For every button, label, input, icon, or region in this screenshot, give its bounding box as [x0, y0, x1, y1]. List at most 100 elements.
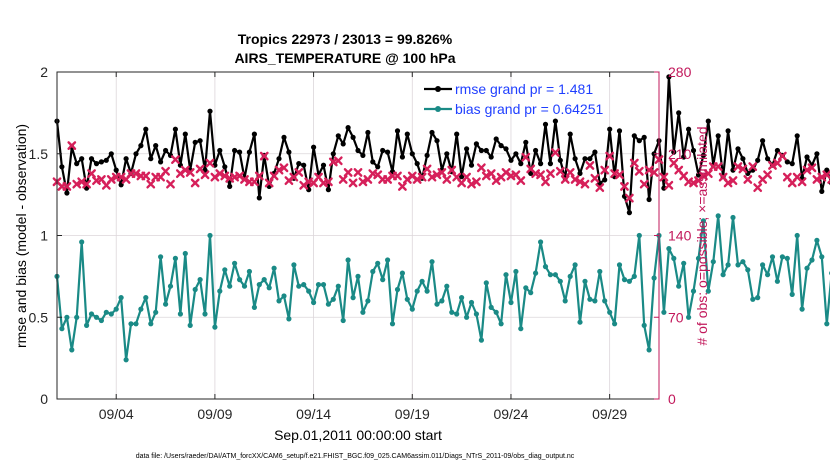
bias-point	[464, 314, 470, 320]
obs-count-point	[536, 170, 545, 180]
bias-point	[113, 306, 119, 312]
obs-count-point	[713, 162, 723, 171]
obs-count-point	[82, 179, 92, 189]
bias-point	[69, 347, 75, 353]
bias-point	[202, 311, 208, 317]
x-tick-label: 09/19	[395, 406, 430, 422]
rmse-point	[148, 156, 154, 162]
bias-point	[64, 314, 70, 320]
rmse-point	[473, 141, 479, 147]
rmse-point	[464, 146, 470, 152]
bias-point	[735, 262, 741, 268]
bias-point	[695, 255, 702, 261]
obs-count-point	[180, 165, 190, 175]
obs-count-point	[486, 169, 496, 179]
rmse-point	[765, 156, 771, 162]
bias-point	[774, 278, 781, 284]
obs-count-point	[550, 148, 560, 157]
rmse-point	[192, 139, 198, 145]
rmse-point	[686, 126, 692, 132]
rmse-point	[483, 147, 489, 154]
y-right-tick-label: 140	[668, 228, 692, 244]
bias-point	[212, 324, 218, 330]
obs-count-point	[541, 177, 550, 187]
bias-point	[631, 273, 637, 279]
rmse-point	[281, 134, 287, 140]
rmse-point	[690, 147, 697, 154]
rmse-point	[715, 133, 721, 139]
rmse-point	[454, 131, 460, 137]
bias-point	[577, 319, 583, 325]
bias-point	[602, 298, 608, 304]
rmse-point	[582, 156, 588, 162]
bias-point	[508, 299, 514, 306]
rmse-series	[54, 74, 830, 216]
bias-point	[335, 283, 341, 289]
rmse-point	[311, 144, 317, 150]
rmse-point	[602, 177, 608, 183]
obs-count-point	[634, 166, 644, 176]
obs-count-point	[442, 175, 452, 184]
legend-bias-label: bias grand pr = 0.64251	[455, 101, 603, 117]
bias-point	[281, 293, 287, 299]
bias-point	[291, 262, 297, 268]
x-axis-label: Sep.01,2011 00:00:00 start	[274, 427, 442, 443]
rmse-point	[153, 143, 159, 149]
rmse-point	[824, 167, 830, 173]
obs-count-point	[72, 179, 82, 189]
rmse-point	[103, 157, 109, 163]
obs-count-point	[62, 182, 72, 191]
rmse-point	[814, 151, 820, 157]
rmse-point	[616, 128, 623, 134]
bias-point	[256, 282, 262, 288]
rmse-point	[320, 162, 327, 168]
bias-point	[246, 268, 252, 275]
bias-point	[59, 326, 65, 332]
y-right-tick-label: 210	[668, 146, 692, 162]
obs-count-point	[644, 165, 654, 175]
bias-point	[108, 311, 114, 317]
bias-point	[686, 314, 692, 320]
bias-point	[271, 265, 277, 271]
rmse-point	[414, 161, 420, 167]
bias-point	[760, 262, 766, 268]
rmse-point	[404, 131, 410, 137]
rmse-point	[444, 151, 450, 157]
rmse-point	[108, 151, 114, 157]
bias-point	[547, 272, 554, 278]
rmse-point	[429, 129, 435, 136]
obs-count-point	[398, 182, 407, 191]
obs-count-point	[620, 182, 629, 191]
obs-count-point	[590, 173, 600, 183]
bias-point	[241, 283, 248, 289]
bias-point	[424, 288, 430, 294]
bias-point	[824, 321, 830, 327]
bias-point	[306, 288, 312, 294]
obs-count-point	[467, 179, 476, 189]
bias-point	[779, 254, 786, 260]
bias-point	[370, 268, 376, 275]
rmse-point	[542, 121, 549, 127]
y-left-tick-label: 0.5	[29, 309, 49, 325]
rmse-point	[276, 156, 282, 162]
rmse-point	[355, 147, 361, 154]
rmse-point	[399, 154, 405, 160]
obs-count-point	[205, 158, 215, 168]
bias-point	[98, 317, 104, 324]
bias-point	[740, 259, 746, 265]
bias-point	[765, 272, 771, 278]
rmse-point	[671, 149, 677, 155]
rmse-point	[301, 162, 307, 168]
obs-count-point	[131, 169, 141, 179]
obs-count-point	[481, 171, 491, 181]
bias-point	[217, 288, 223, 294]
rmse-point	[424, 152, 430, 158]
bias-point	[163, 301, 169, 307]
obs-count-point	[338, 175, 348, 184]
bias-point	[311, 299, 317, 306]
obs-count-point	[279, 163, 289, 173]
bias-point	[84, 322, 90, 328]
obs-count-series	[52, 141, 830, 203]
bias-point	[710, 259, 716, 265]
obs-count-point	[516, 176, 526, 186]
